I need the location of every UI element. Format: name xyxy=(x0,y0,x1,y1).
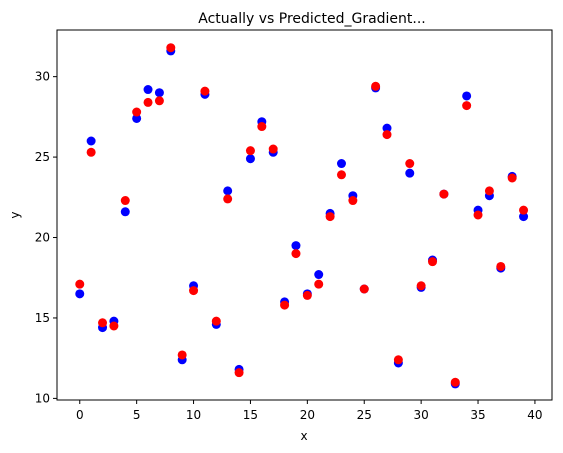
predicted-point xyxy=(393,355,403,365)
y-tick-label: 20 xyxy=(35,231,50,245)
x-tick-label: 15 xyxy=(243,408,258,422)
chart-title: Actually vs Predicted_Gradient... xyxy=(198,11,426,27)
predicted-point xyxy=(177,350,187,360)
predicted-point xyxy=(371,81,381,91)
predicted-point xyxy=(143,97,153,107)
actual-point xyxy=(405,168,415,178)
y-tick-label: 30 xyxy=(35,70,50,84)
predicted-point xyxy=(211,316,221,326)
actual-point xyxy=(120,207,130,217)
predicted-point xyxy=(439,189,449,199)
predicted-point xyxy=(98,318,108,328)
actual-point xyxy=(336,159,346,169)
data-points xyxy=(75,43,529,389)
x-tick-label: 25 xyxy=(357,408,372,422)
predicted-point xyxy=(519,205,529,215)
y-axis-label: y xyxy=(8,211,22,218)
predicted-point xyxy=(132,107,142,117)
x-tick-label: 40 xyxy=(527,408,542,422)
predicted-point xyxy=(462,101,472,111)
predicted-point xyxy=(109,321,119,331)
x-tick-label: 30 xyxy=(413,408,428,422)
x-tick-label: 20 xyxy=(300,408,315,422)
predicted-point xyxy=(200,86,210,96)
x-axis-label: x xyxy=(300,429,307,443)
plot-area xyxy=(56,29,553,401)
actual-point xyxy=(86,136,96,146)
actual-point xyxy=(143,85,153,95)
y-tick-label: 10 xyxy=(35,391,50,405)
actual-point xyxy=(382,123,392,133)
actual-point xyxy=(245,154,255,164)
x-tick-label: 0 xyxy=(76,408,84,422)
predicted-point xyxy=(166,43,176,53)
x-tick-label: 10 xyxy=(186,408,201,422)
predicted-point xyxy=(189,286,199,296)
actual-point xyxy=(223,186,233,196)
actual-point xyxy=(75,289,85,299)
actual-point xyxy=(519,212,529,222)
predicted-point xyxy=(268,144,278,154)
predicted-point xyxy=(314,279,324,289)
predicted-point xyxy=(302,290,312,300)
actual-point xyxy=(132,113,142,123)
predicted-point xyxy=(496,261,506,271)
predicted-point xyxy=(359,284,369,294)
actual-point xyxy=(314,270,324,280)
predicted-point xyxy=(405,159,415,169)
predicted-point xyxy=(280,300,290,310)
predicted-point xyxy=(291,249,301,259)
predicted-point xyxy=(382,130,392,140)
x-axis: 0 5 10 15 20 25 30 35 40 xyxy=(76,400,543,422)
predicted-point xyxy=(507,173,517,183)
predicted-point xyxy=(223,194,233,204)
actual-point xyxy=(291,241,301,251)
predicted-point xyxy=(75,279,85,289)
predicted-point xyxy=(416,281,426,291)
x-tick-label: 35 xyxy=(470,408,485,422)
actual-point xyxy=(462,91,472,101)
predicted-point xyxy=(120,196,130,206)
y-tick-label: 25 xyxy=(35,150,50,164)
predicted-point xyxy=(154,96,164,106)
predicted-point xyxy=(86,147,96,157)
predicted-point xyxy=(257,122,267,132)
y-tick-label: 15 xyxy=(35,311,50,325)
predicted-point xyxy=(348,196,358,206)
predicted-point xyxy=(450,377,460,387)
predicted-point xyxy=(473,210,483,220)
predicted-point xyxy=(234,368,244,378)
predicted-point xyxy=(325,212,335,222)
actual-point xyxy=(154,88,164,98)
x-tick-label: 5 xyxy=(133,408,141,422)
predicted-point xyxy=(245,146,255,156)
y-axis: 10 15 20 25 30 xyxy=(35,70,57,405)
predicted-point xyxy=(336,170,346,180)
predicted-point xyxy=(428,257,438,267)
predicted-point xyxy=(484,186,494,196)
